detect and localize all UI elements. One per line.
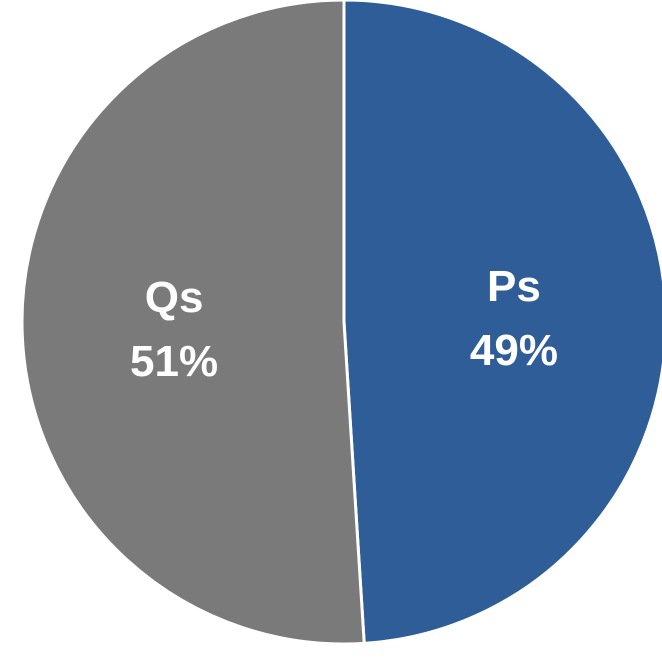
slice-percent-qs: 51% [130,337,218,386]
pie-labels: Ps 49% Qs 51% [130,262,558,386]
slice-label-ps: Ps [487,262,541,311]
slice-label-qs: Qs [145,273,204,322]
pie-slice-qs [20,0,366,646]
slice-percent-ps: 49% [470,326,558,375]
pie-slices [20,0,662,646]
pie-slice-ps [342,0,662,645]
